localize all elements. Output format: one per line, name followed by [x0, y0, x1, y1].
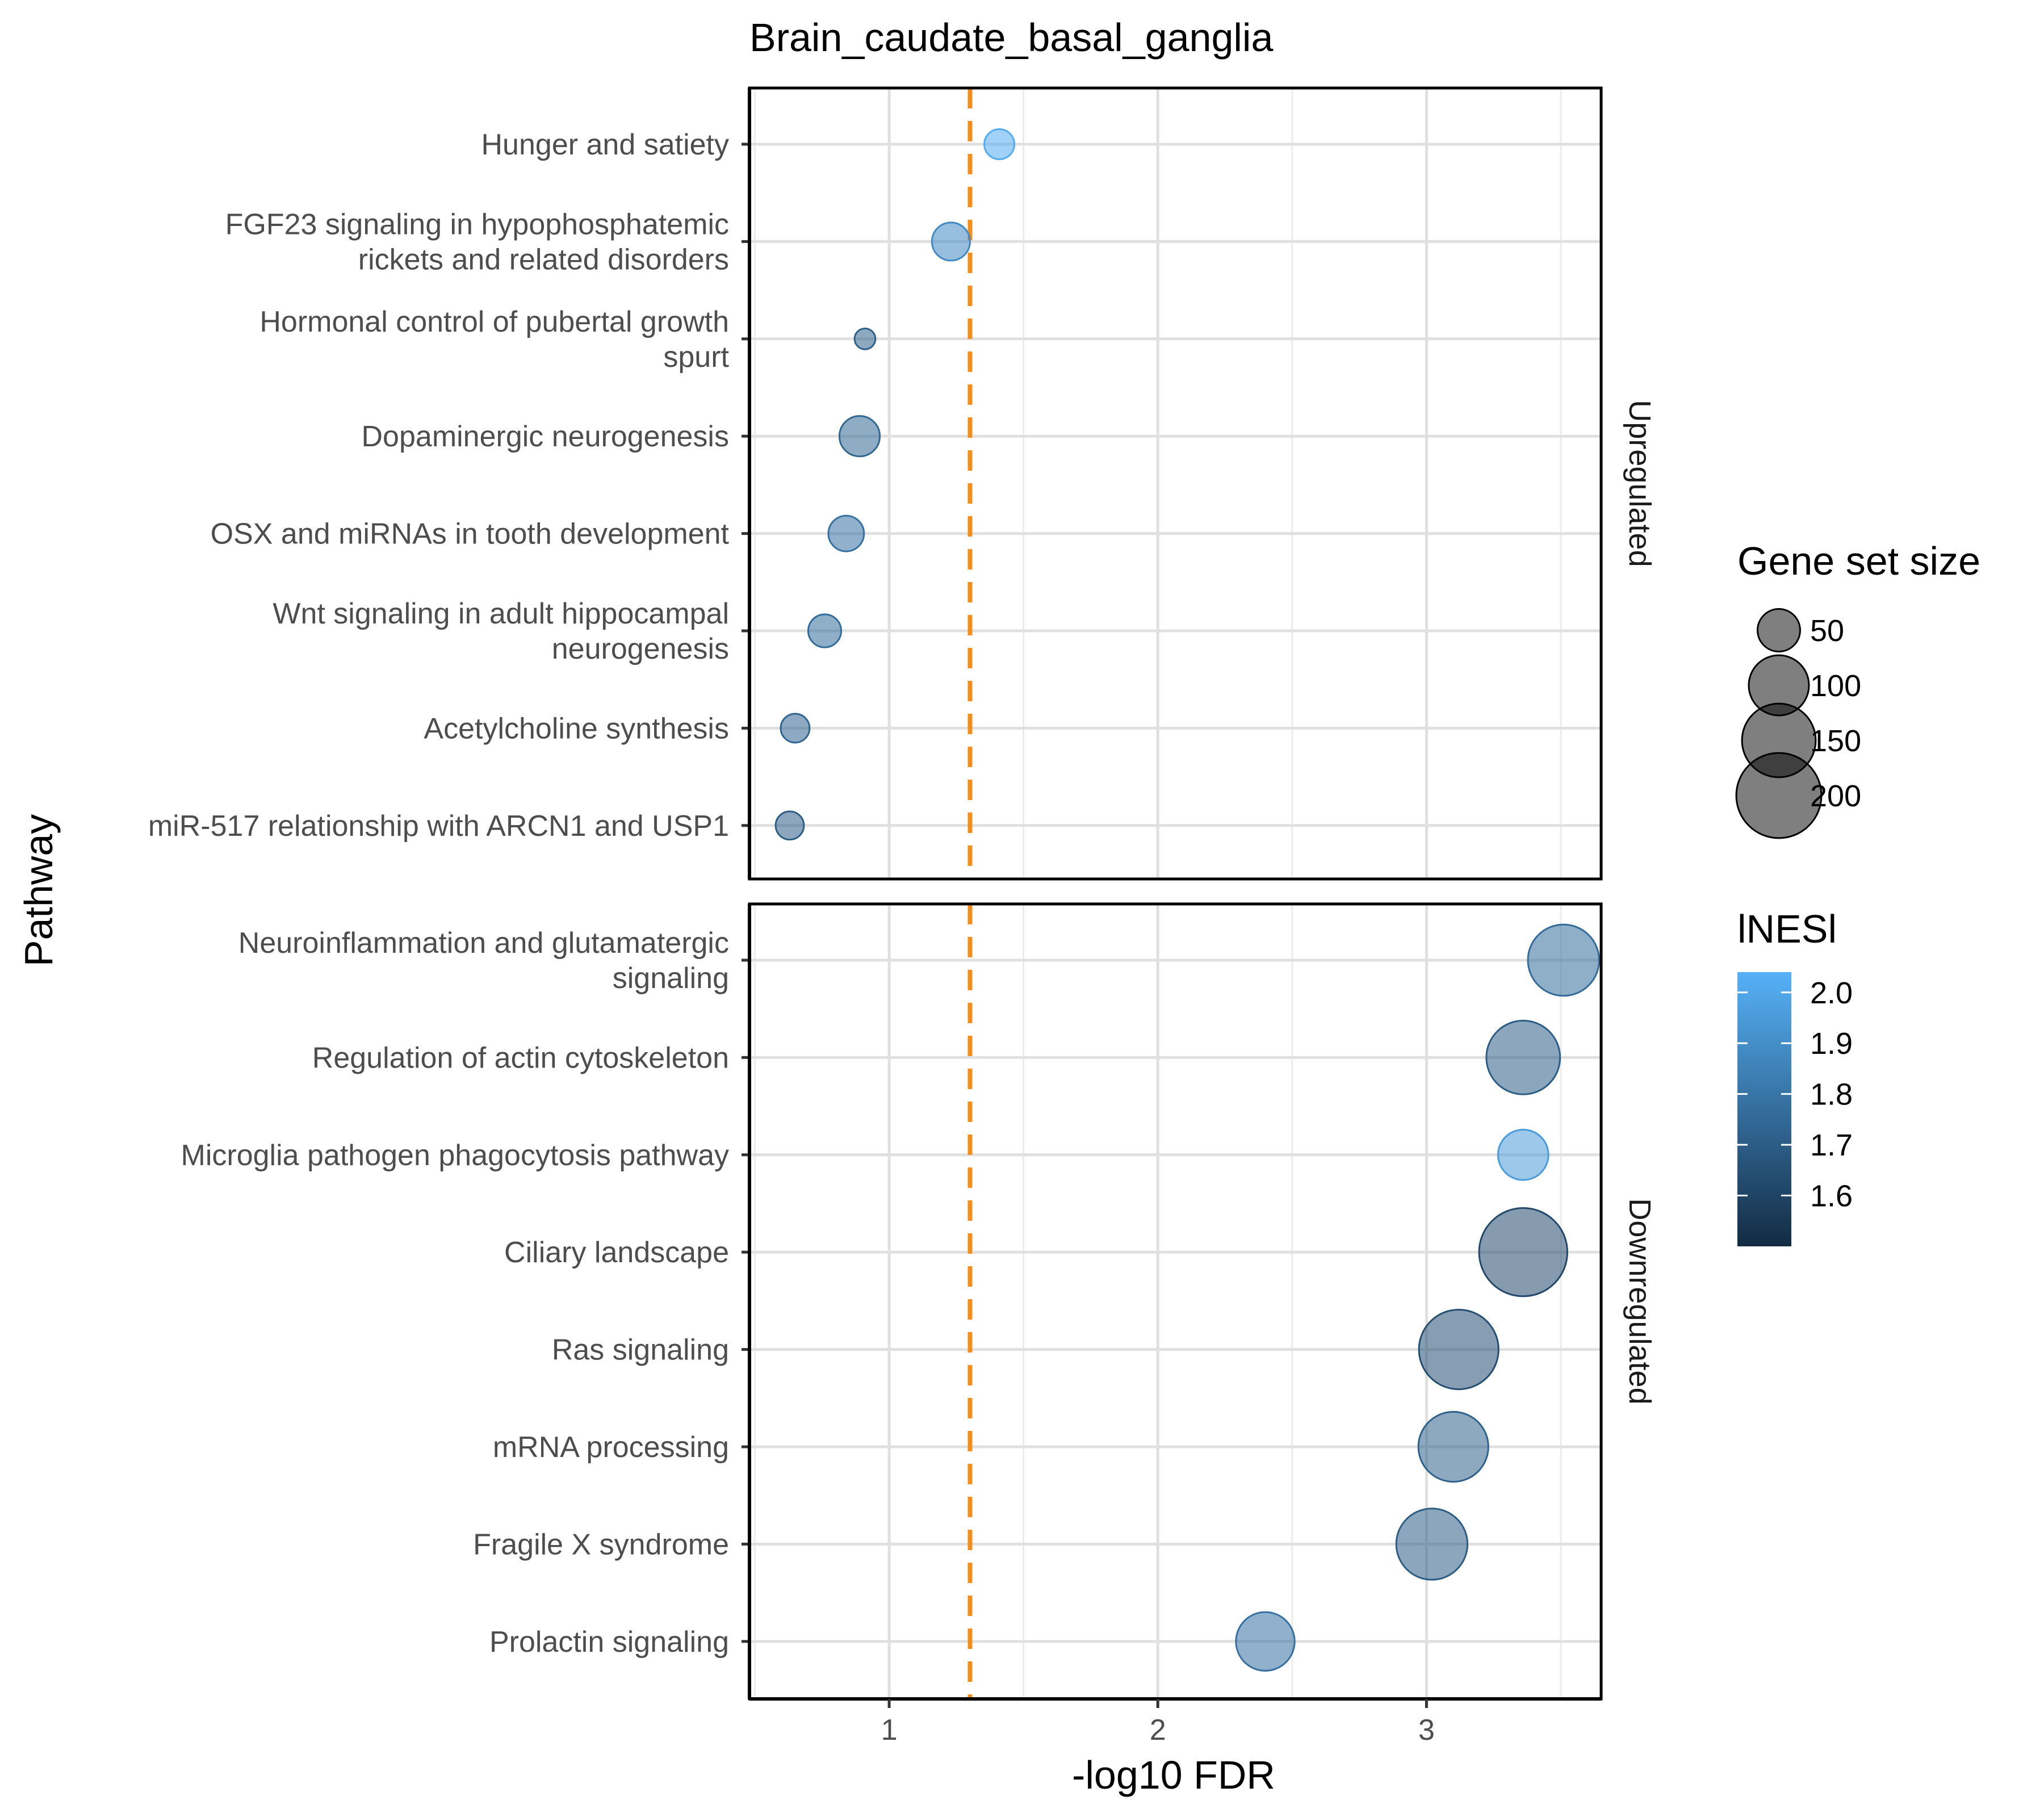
color-legend-bar [1737, 972, 1791, 1246]
x-tick-label: 3 [1418, 1714, 1435, 1747]
pathway-label: Wnt signaling in adult hippocampal [273, 597, 729, 630]
size-legend-key [1735, 752, 1823, 839]
color-legend-title: lNESl [1737, 907, 1837, 951]
x-tick-label: 2 [1150, 1714, 1166, 1747]
color-legend-label: 1.9 [1810, 1027, 1853, 1061]
pathway-point [1527, 923, 1600, 997]
pathway-point [1235, 1611, 1296, 1672]
y-axis-title: Pathway [16, 814, 61, 966]
pathway-label: neurogenesis [552, 633, 729, 665]
pathway-point [1497, 1128, 1549, 1181]
pathway-label: signaling [613, 962, 729, 995]
pathway-label: Ras signaling [552, 1334, 729, 1367]
size-legend-label: 100 [1810, 669, 1861, 703]
size-legend-label: 50 [1810, 614, 1844, 648]
pathway-label: Prolactin signaling [489, 1626, 729, 1659]
pathway-point [853, 327, 877, 350]
legend: Gene set size 50 100 150 200 lNESl 1.6 1.7 1.8 1.… [1735, 539, 1980, 1246]
pathway-point [1418, 1308, 1500, 1391]
color-legend-label: 2.0 [1810, 976, 1853, 1010]
pathway-label: Neuroinflammation and glutamatergic [238, 927, 729, 960]
pathway-point [838, 415, 881, 458]
strip-label-upregulated: Upregulated [1623, 400, 1657, 567]
pathway-label: mRNA processing [493, 1431, 729, 1464]
pathway-point [774, 810, 805, 841]
panel-border [748, 902, 1603, 1701]
pathway-label: OSX and miRNAs in tooth development [211, 518, 730, 551]
plot-panels: Hunger and satiety FGF23 signaling in hyp… [148, 86, 1657, 1747]
pathway-point [780, 713, 811, 744]
color-legend-label: 1.7 [1810, 1128, 1853, 1162]
color-legend-label: 1.6 [1810, 1179, 1853, 1213]
pathway-point [1417, 1410, 1489, 1483]
pathway-label: Microglia pathogen phagocytosis pathway [181, 1139, 729, 1172]
pathway-label: Ciliary landscape [504, 1236, 729, 1269]
chart-title: Brain_caudate_basal_ganglia [749, 15, 1273, 60]
pathway-point [827, 514, 865, 552]
pathway-label: rickets and related disorders [358, 243, 729, 276]
pathway-point [1485, 1019, 1561, 1095]
x-tick-label: 1 [881, 1714, 898, 1747]
color-legend-label: 1.8 [1810, 1078, 1853, 1112]
size-legend-title: Gene set size [1737, 539, 1980, 583]
pathway-point [931, 221, 971, 262]
x-axis-title: -log10 FDR [1072, 1753, 1275, 1797]
size-legend-label: 200 [1810, 779, 1861, 813]
pathway-label: Hormonal control of pubertal growth [259, 305, 729, 338]
strip-label-downregulated: Downregulated [1623, 1198, 1657, 1404]
pathway-label: Hunger and satiety [481, 128, 730, 161]
pathway-point [807, 613, 843, 648]
pathway-label: Regulation of actin cytoskeleton [312, 1041, 729, 1074]
panel-border [748, 86, 1603, 881]
pathway-point [1478, 1207, 1568, 1297]
size-legend-key [1757, 608, 1801, 652]
pathway-label: spurt [663, 341, 729, 374]
pathway-label: Fragile X syndrome [473, 1528, 729, 1561]
pathway-label: Dopaminergic neurogenesis [362, 420, 730, 453]
pathway-label: FGF23 signaling in hypophosphatemic [225, 208, 729, 241]
pathway-point [983, 128, 1016, 160]
pathway-label: miR-517 relationship with ARCN1 and USP1 [148, 810, 729, 843]
pathway-point [1395, 1508, 1469, 1581]
pathway-label: Acetylcholine synthesis [424, 712, 729, 745]
panel-downregulated: Neuroinflammation and glutamatergicsigna… [181, 902, 1657, 1701]
size-legend-label: 150 [1810, 724, 1861, 758]
panel-upregulated: Hunger and satiety FGF23 signaling in hyp… [148, 86, 1657, 881]
